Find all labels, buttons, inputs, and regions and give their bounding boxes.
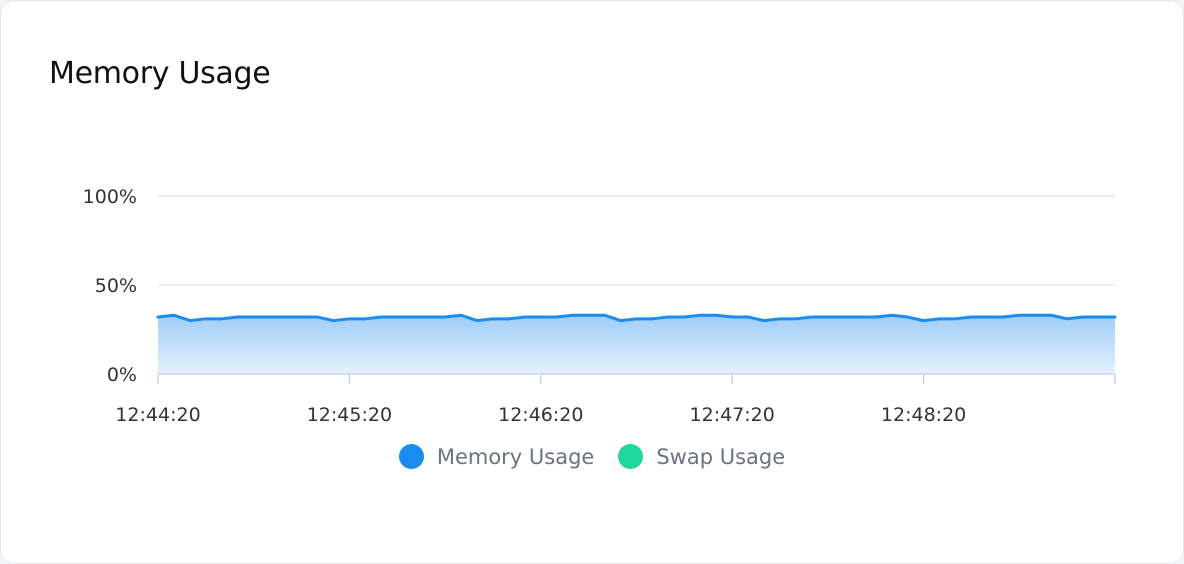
x-axis	[157, 373, 1116, 384]
series-areas	[156, 313, 1117, 374]
x-tick-label: 12:47:20	[690, 404, 775, 426]
y-tick-label: 0%	[107, 364, 137, 386]
chart-legend: Memory Usage Swap Usage	[0, 444, 1184, 469]
legend-item-memory[interactable]: Memory Usage	[398, 444, 595, 469]
legend-marker-memory	[398, 444, 424, 469]
memory-usage-line	[156, 313, 1117, 323]
axis-labels: 0% 50% 100% 12:44:20 12:45:20 12:46:20 12:47:2…	[83, 186, 967, 426]
y-tick-label: 50%	[95, 275, 137, 297]
x-tick-label: 12:46:20	[498, 404, 583, 426]
x-tick-label: 12:45:20	[307, 404, 392, 426]
y-tick-label: 100%	[83, 186, 137, 208]
legend-label-swap: Swap Usage	[656, 444, 786, 469]
grid-lines	[158, 195, 1115, 286]
x-tick-label: 12:48:20	[881, 404, 966, 426]
x-tick-label: 12:44:20	[115, 404, 200, 426]
legend-marker-swap	[618, 444, 644, 469]
memory-usage-area	[158, 315, 1115, 374]
legend-item-swap[interactable]: Swap Usage	[618, 444, 785, 469]
card-title: Memory Usage	[49, 56, 271, 91]
legend-label-memory: Memory Usage	[436, 444, 595, 469]
